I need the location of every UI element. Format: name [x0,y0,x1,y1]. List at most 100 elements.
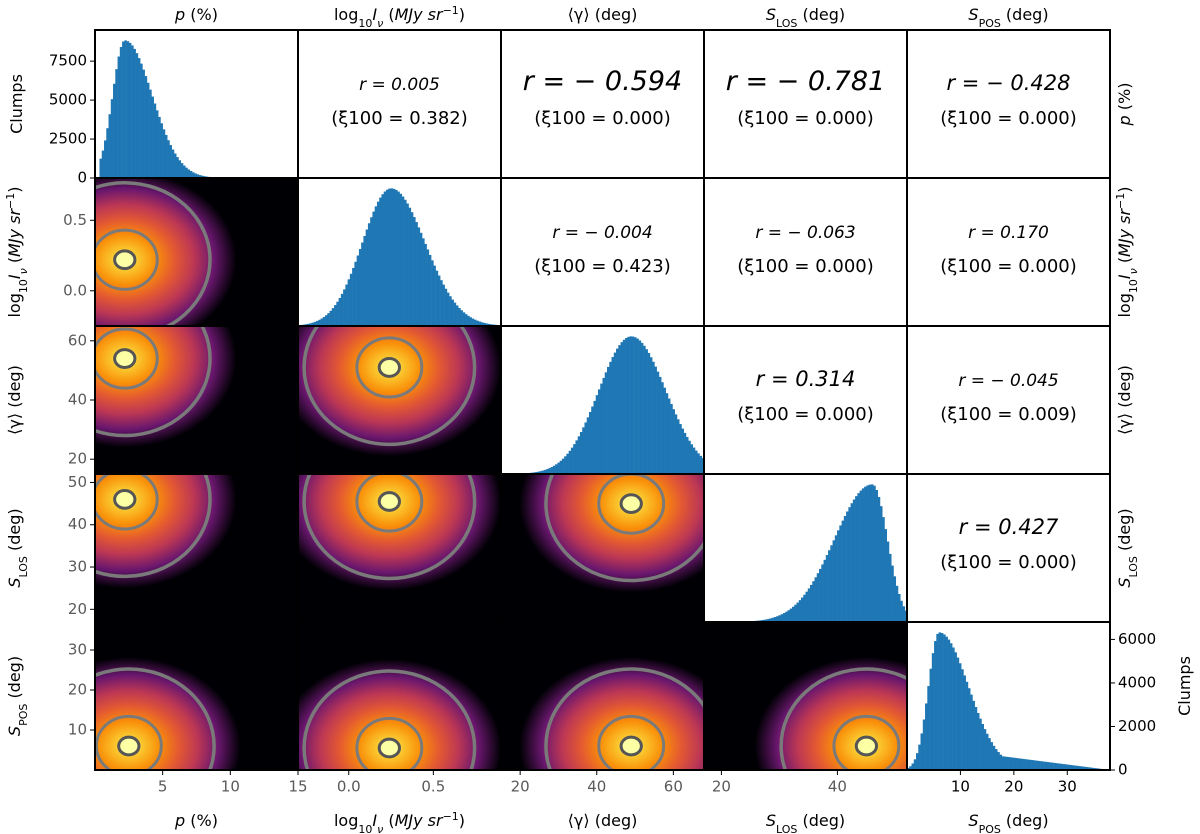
tick-label: 0.0 [63,281,87,299]
histogram-bar [171,149,175,178]
histogram-bar [661,382,664,474]
histogram-bar [769,618,772,622]
histogram-bar [431,260,434,326]
histogram-bar [313,321,317,326]
histogram-bar [316,320,319,326]
histogram-bar [354,261,357,326]
histogram-bar [807,588,811,622]
histogram-bar [343,289,346,326]
contour-middle [95,714,163,770]
histogram-bar [564,456,567,474]
bottom-axes: p (%) log10Iν (MJy sr−1) ⟨γ⟩ (deg) SLOS (de… [158,770,1077,834]
histogram-bar [476,320,479,326]
histogram-bar [548,468,551,474]
histogram-bar [1003,756,1007,770]
histogram-bar [1010,757,1014,770]
histogram-bar [478,321,481,326]
histogram-bar [358,249,362,326]
histogram-bar [595,395,599,474]
histogram-bar [388,188,391,326]
histogram-bar [1067,764,1070,770]
histogram-bar [365,229,369,326]
histogram-bar [911,763,915,770]
correlation-panel-slos-spos: r = 0.427 (ξ100 = 0.000) [940,515,1077,573]
panels: r = 0.005 (ξ100 = 0.382) r = − 0.594 (ξ100 … [94,29,1111,771]
histogram-bar [884,529,887,622]
correlation-panel-p-gamma: r = − 0.594 (ξ100 = 0.000) [523,66,682,129]
histogram-bar [352,267,355,326]
histogram-bar [381,194,385,326]
histogram-bar [458,307,461,326]
histogram-bar [311,322,315,326]
histogram-bar [611,357,615,474]
histogram-bar [629,336,633,474]
histogram-bar [679,424,682,474]
histogram-bar [1031,760,1034,770]
histogram-bar [372,211,375,326]
histogram-bar [462,312,466,326]
histogram-bar [404,199,407,326]
histogram-bar [857,493,860,622]
histogram-bar [559,460,563,474]
histogram-bar [699,455,703,474]
histogram-bar [106,128,109,178]
contour-outer [544,667,704,770]
histogram-bar [201,175,204,178]
histogram-bar [943,634,946,770]
histogram-bar [607,366,610,474]
histogram-bar [309,323,312,326]
histogram-bar [1071,765,1075,770]
histogram-bar [322,316,326,326]
histogram-bar [379,197,382,326]
row-title-right-slos: SLOS (deg) [1115,508,1140,587]
histogram-bar [153,103,157,178]
correlation-r: r = − 0.063 [755,223,855,243]
contour-inner [619,493,643,514]
histogram-bar [985,733,989,770]
histogram-bar [625,338,628,474]
histogram-bar [158,116,161,178]
histogram-bar [895,585,899,622]
tick-label: 20 [712,778,731,796]
histogram-bar [307,323,310,326]
histogram-bar [1019,758,1023,770]
histogram-bar [144,76,148,178]
histogram-bar [399,193,403,326]
histogram-bar [877,496,881,622]
histogram-bar [1049,762,1052,770]
histogram-bar [958,663,962,770]
correlation-panel-p-logI: r = 0.005 (ξ100 = 0.382) [331,75,468,129]
density-panel-slos-vs-p [95,474,298,622]
histogram-bar [108,114,112,178]
histogram-bar [176,157,179,178]
histogram-bar [453,302,457,326]
histogram-bar [1091,767,1095,770]
histogram-bar [320,318,324,326]
histogram-bar [1037,760,1041,770]
histogram-bar [918,744,921,770]
contour-inner [113,348,137,369]
histogram-bar [643,345,646,474]
histogram-bar [573,444,576,474]
histogram-bar [485,323,488,326]
histogram-bar [397,191,400,326]
density-panel-slos-vs-logI [298,474,501,622]
contour-outer [95,326,212,438]
histogram-bar [137,58,141,178]
histogram-bar [415,222,418,326]
histogram-bar [1073,765,1077,770]
histogram-bar [142,69,145,178]
tick-label: 20 [68,600,87,618]
histogram-bar [444,288,448,326]
histogram-bar [550,467,554,474]
contour-inner [854,735,879,757]
contour-outer [302,669,477,770]
histogram-bar [442,284,445,326]
histogram-bar [451,299,454,326]
correlation-r: r = 0.005 [359,75,440,95]
tick-label: 10 [68,721,87,739]
histogram-bar [482,322,486,326]
histogram-bar [417,227,421,326]
contour-inner [377,737,402,759]
